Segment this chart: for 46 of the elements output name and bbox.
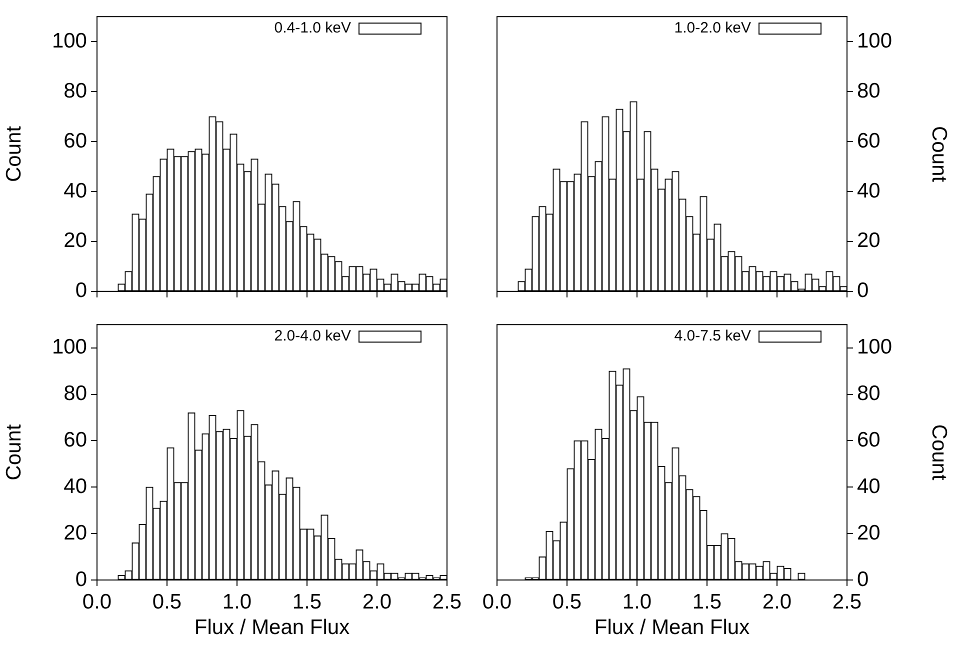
y-axis-title: Count (2, 126, 26, 182)
y-tick-label: 20 (857, 229, 880, 252)
y-tick-label: 20 (857, 521, 880, 544)
y-tick-label: 80 (64, 382, 87, 406)
y-tick-label: 60 (64, 428, 87, 452)
y-tick-label: 60 (857, 129, 880, 152)
text: 1.0-2.0 keV (674, 20, 751, 37)
y-tick-label: 0 (75, 279, 87, 302)
text: 2.0-4.0 keV (274, 328, 351, 345)
y-tick-label: 0 (857, 568, 869, 591)
y-tick-label: 20 (64, 229, 87, 252)
y-tick-label: 80 (857, 382, 880, 406)
y-tick-label: 80 (64, 79, 87, 102)
y-tick-label: 60 (64, 129, 87, 152)
x-tick-label: 0.0 (482, 590, 512, 614)
y-tick-label: 80 (857, 79, 880, 102)
x-tick-label: 1.5 (292, 590, 322, 614)
y-tick-label: 100 (52, 29, 87, 52)
x-tick-label: 0.5 (152, 590, 182, 614)
y-tick-label: 40 (857, 474, 880, 498)
y-tick-label: 100 (857, 336, 892, 359)
y-axis-title: Count (928, 424, 951, 480)
y-tick-label: 40 (64, 474, 87, 498)
x-tick-label: 2.5 (832, 590, 862, 614)
x-axis-title: Flux / Mean Flux (594, 616, 750, 640)
x-tick-label: 2.5 (432, 590, 462, 614)
x-tick-label: 0.5 (552, 590, 582, 614)
x-tick-label: 2.0 (362, 590, 392, 614)
y-tick-label: 100 (857, 29, 892, 52)
y-tick-label: 100 (52, 336, 87, 359)
y-tick-label: 40 (857, 179, 880, 202)
x-tick-label: 1.0 (622, 590, 652, 614)
y-tick-label: 0 (857, 279, 869, 302)
y-tick-label: 60 (857, 428, 880, 452)
y-axis-title: Count (2, 424, 26, 480)
text: 0.4-1.0 keV (274, 20, 351, 37)
y-tick-label: 40 (64, 179, 87, 202)
x-axis-title: Flux / Mean Flux (194, 616, 350, 640)
x-tick-label: 1.0 (222, 590, 252, 614)
text: 4.0-7.5 keV (674, 328, 751, 345)
y-tick-label: 20 (64, 521, 87, 544)
x-tick-label: 0.0 (82, 590, 112, 614)
x-tick-label: 2.0 (762, 590, 792, 614)
x-tick-label: 1.5 (692, 590, 722, 614)
y-axis-title: Count (928, 126, 951, 182)
y-tick-label: 0 (75, 568, 87, 591)
